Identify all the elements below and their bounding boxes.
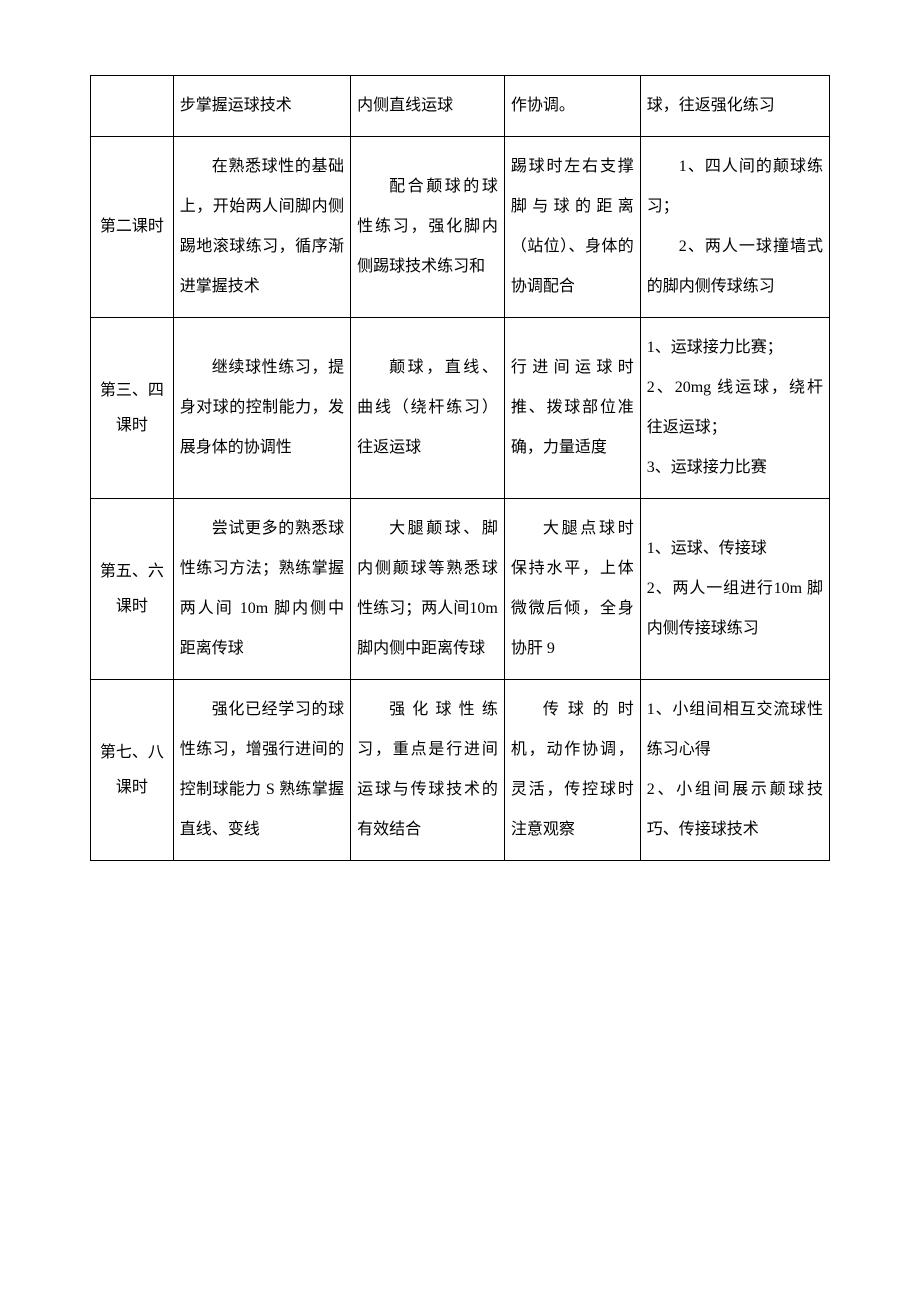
cell-content: 1、小组间相互交流球性练习心得2、小组间展示颠球技巧、传接球技术 xyxy=(640,680,829,861)
table-body: 步掌握运球技术 内侧直线运球 作协调。 球，往返强化练习 第二课时 在熟悉球性的… xyxy=(91,76,830,861)
cell-content: 1、四人间的颠球练习；2、两人一球撞墙式的脚内侧传球练习 xyxy=(640,137,829,318)
cell-label: 第五、六课时 xyxy=(91,499,174,680)
cell-label: 第二课时 xyxy=(91,137,174,318)
cell-label: 第三、四课时 xyxy=(91,318,174,499)
cell-content: 内侧直线运球 xyxy=(351,76,505,137)
cell-content: 配合颠球的球性练习，强化脚内侧踢球技术练习和 xyxy=(351,137,505,318)
cell-label: 第七、八课时 xyxy=(91,680,174,861)
cell-content: 1、运球接力比赛；2、20mg 线运球，绕杆往返运球；3、运球接力比赛 xyxy=(640,318,829,499)
cell-content: 在熟悉球性的基础上，开始两人间脚内侧踢地滚球练习，循序渐进掌握技术 xyxy=(173,137,350,318)
cell-content: 强化已经学习的球性练习，增强行进间的控制球能力 S 熟练掌握直线、变线 xyxy=(173,680,350,861)
cell-content: 步掌握运球技术 xyxy=(173,76,350,137)
table-row: 步掌握运球技术 内侧直线运球 作协调。 球，往返强化练习 xyxy=(91,76,830,137)
cell-content: 行进间运球时推、拨球部位准确，力量适度 xyxy=(504,318,640,499)
cell-content: 尝试更多的熟悉球性练习方法；熟练掌握两人间 10m 脚内侧中距离传球 xyxy=(173,499,350,680)
cell-content: 作协调。 xyxy=(504,76,640,137)
cell-content: 大腿点球时保持水平，上体微微后倾，全身协肝 9 xyxy=(504,499,640,680)
cell-content: 颠球，直线、曲线（绕杆练习）往返运球 xyxy=(351,318,505,499)
table-row: 第二课时 在熟悉球性的基础上，开始两人间脚内侧踢地滚球练习，循序渐进掌握技术 配… xyxy=(91,137,830,318)
table-row: 第三、四课时 继续球性练习，提身对球的控制能力，发展身体的协调性 颠球，直线、曲… xyxy=(91,318,830,499)
table-row: 第七、八课时 强化已经学习的球性练习，增强行进间的控制球能力 S 熟练掌握直线、… xyxy=(91,680,830,861)
cell-label xyxy=(91,76,174,137)
cell-content: 球，往返强化练习 xyxy=(640,76,829,137)
cell-content: 继续球性练习，提身对球的控制能力，发展身体的协调性 xyxy=(173,318,350,499)
cell-content: 传球的时机，动作协调，灵活，传控球时注意观察 xyxy=(504,680,640,861)
lesson-plan-table: 步掌握运球技术 内侧直线运球 作协调。 球，往返强化练习 第二课时 在熟悉球性的… xyxy=(90,75,830,861)
cell-content: 强化球性练习，重点是行进间运球与传球技术的有效结合 xyxy=(351,680,505,861)
cell-content: 踢球时左右支撑脚与球的距离（站位）、身体的协调配合 xyxy=(504,137,640,318)
cell-content: 1、运球、传接球2、两人一组进行10m 脚内侧传接球练习 xyxy=(640,499,829,680)
cell-content: 大腿颠球、脚内侧颠球等熟悉球性练习；两人间10m 脚内侧中距离传球 xyxy=(351,499,505,680)
table-row: 第五、六课时 尝试更多的熟悉球性练习方法；熟练掌握两人间 10m 脚内侧中距离传… xyxy=(91,499,830,680)
